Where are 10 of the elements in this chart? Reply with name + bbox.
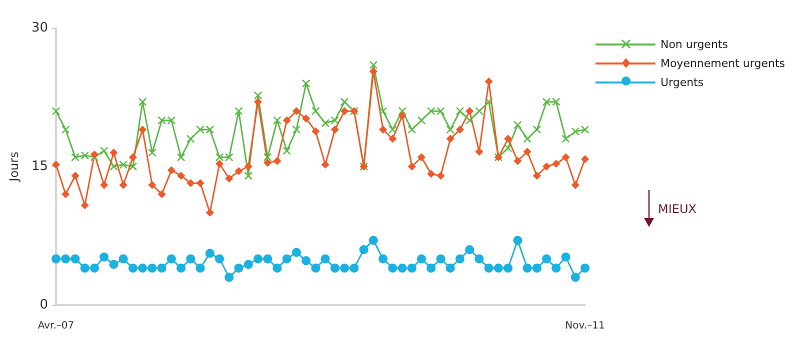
y-axis-title: Jours	[7, 152, 21, 182]
text: Non urgents	[660, 38, 728, 51]
x-tick-label: Nov.–11	[565, 320, 605, 332]
y-tick-label: 0	[40, 298, 48, 312]
y-tick-label: 30	[31, 20, 48, 36]
x-tick-label: Avr.–07	[38, 320, 74, 332]
y-tick-label: 15	[31, 159, 48, 174]
text: Urgents	[660, 76, 704, 89]
text: Moyennement urgents	[660, 57, 786, 70]
text: MIEUX	[658, 202, 696, 216]
